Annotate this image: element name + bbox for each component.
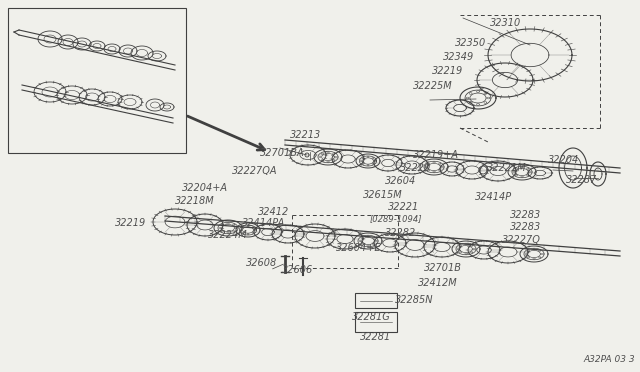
Text: 32224M: 32224M — [208, 230, 248, 240]
Text: 32414P: 32414P — [475, 192, 512, 202]
Text: 32281: 32281 — [360, 332, 391, 342]
Text: 32283: 32283 — [510, 222, 541, 232]
Text: 32213: 32213 — [290, 130, 321, 140]
Text: 32412M: 32412M — [418, 278, 458, 288]
Text: 32701B: 32701B — [424, 263, 462, 273]
Bar — [355, 293, 397, 308]
Text: 32204: 32204 — [548, 155, 579, 165]
Bar — [8, 8, 186, 153]
Text: 32701BA: 32701BA — [260, 148, 305, 158]
Text: 32221: 32221 — [388, 202, 419, 212]
Text: 32221M: 32221M — [487, 163, 527, 173]
Text: 32220: 32220 — [400, 163, 431, 173]
Text: 32283: 32283 — [510, 210, 541, 220]
Text: 32604+E: 32604+E — [336, 243, 381, 253]
Text: 32287: 32287 — [566, 175, 597, 185]
Text: 32281G: 32281G — [352, 312, 391, 322]
Text: A32PA 03 3: A32PA 03 3 — [584, 355, 635, 364]
Text: 32412: 32412 — [258, 207, 289, 217]
Text: 32219: 32219 — [432, 66, 463, 76]
Text: 32414PA: 32414PA — [242, 218, 285, 228]
Text: 32282: 32282 — [385, 228, 416, 238]
Bar — [355, 312, 397, 332]
Text: 32608: 32608 — [246, 258, 277, 268]
Text: 32204+A: 32204+A — [182, 183, 228, 193]
Text: 32606: 32606 — [282, 265, 313, 275]
Text: 32349: 32349 — [443, 52, 474, 62]
Text: 32227Q: 32227Q — [502, 235, 541, 245]
Text: 32604: 32604 — [385, 176, 416, 186]
Text: 32285N: 32285N — [395, 295, 433, 305]
Text: 32615M: 32615M — [363, 190, 403, 200]
Text: 32219: 32219 — [115, 218, 147, 228]
Text: 32350: 32350 — [455, 38, 486, 48]
Text: 32310: 32310 — [490, 18, 521, 28]
Text: 32225M: 32225M — [413, 81, 452, 91]
Text: 32227QA: 32227QA — [232, 166, 278, 176]
Text: [0289-1094]: [0289-1094] — [370, 214, 422, 223]
Text: 32218M: 32218M — [175, 196, 214, 206]
Text: 32219+A: 32219+A — [413, 150, 459, 160]
